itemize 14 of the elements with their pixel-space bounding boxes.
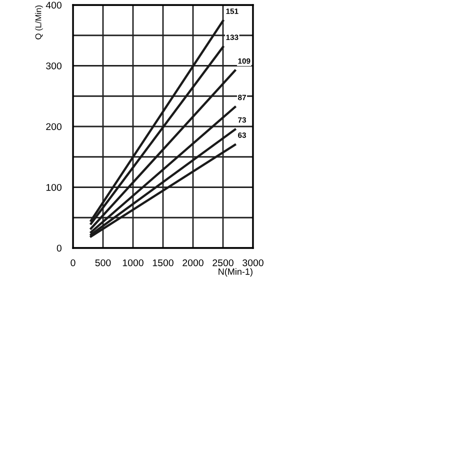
y-axis-title: Q (L/Min) xyxy=(35,6,43,40)
x-tick-label: 2000 xyxy=(182,259,204,266)
y-tick-label: 400 xyxy=(46,2,62,9)
x-tick-label: 1500 xyxy=(152,259,174,266)
y-tick-label: 300 xyxy=(46,62,62,70)
x-tick-label: 0 xyxy=(70,259,76,266)
x-tick-label: 500 xyxy=(95,259,111,266)
y-tick-label: 0 xyxy=(56,244,62,252)
x-tick-label: 3000 xyxy=(242,259,264,266)
x-tick-label: 2500 xyxy=(212,259,234,266)
x-axis-title: N(Min-1) xyxy=(218,268,252,277)
x-tick-label: 1000 xyxy=(122,259,144,266)
y-tick-label: 200 xyxy=(46,123,62,130)
y-tick-label: 100 xyxy=(46,184,62,191)
